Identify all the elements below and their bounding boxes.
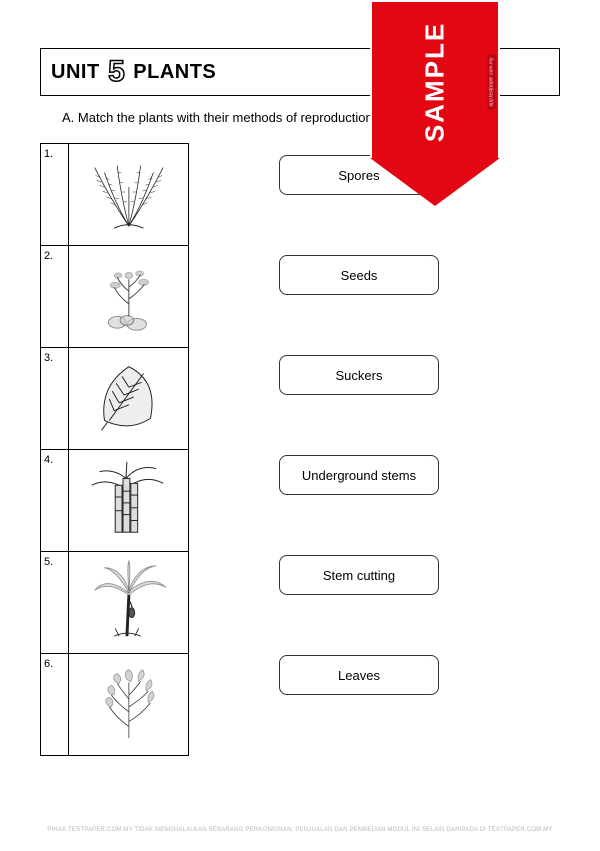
footer-disclaimer: PIHAK TESTPAPER.COM.MY TIDAK MENGHALALKA… <box>0 827 600 833</box>
table-row: 2. <box>41 246 189 348</box>
fern-icon <box>80 148 178 236</box>
plants-table: 1. <box>40 143 189 756</box>
sugarcane-icon <box>80 454 178 542</box>
method-box: Leaves <box>279 655 439 695</box>
leaf-icon <box>80 352 178 440</box>
unit-label: UNIT <box>51 61 100 84</box>
ribbon-point <box>370 158 500 206</box>
potato-plant-icon <box>80 250 178 338</box>
row-number: 4. <box>41 450 69 552</box>
plant-image-sugarcane <box>69 450 189 552</box>
methods-column: Spores Seeds Suckers Underground stems S… <box>279 143 439 756</box>
row-number: 3. <box>41 348 69 450</box>
worksheet-page: UNIT 5 PLANTS A. Match the plants with t… <box>0 0 600 776</box>
ribbon-subtext: app.testpaper.com.my <box>488 54 496 109</box>
plant-image-begonia <box>69 654 189 756</box>
ribbon-text: SAMPLE <box>420 22 451 142</box>
ribbon-body: SAMPLE app.testpaper.com.my <box>370 0 500 160</box>
table-row: 3. <box>41 348 189 450</box>
row-number: 1. <box>41 144 69 246</box>
table-row: 1. <box>41 144 189 246</box>
table-row: 5. <box>41 552 189 654</box>
table-row: 6. <box>41 654 189 756</box>
row-number: 6. <box>41 654 69 756</box>
unit-number: 5 <box>108 55 125 89</box>
matching-content: 1. <box>40 143 560 756</box>
method-box: Seeds <box>279 255 439 295</box>
begonia-icon <box>80 658 178 746</box>
sample-watermark: SAMPLE app.testpaper.com.my <box>370 0 500 210</box>
row-number: 5. <box>41 552 69 654</box>
table-row: 4. <box>41 450 189 552</box>
plant-image-leaf <box>69 348 189 450</box>
method-box: Stem cutting <box>279 555 439 595</box>
method-box: Underground stems <box>279 455 439 495</box>
banana-tree-icon <box>80 556 178 644</box>
row-number: 2. <box>41 246 69 348</box>
plant-image-potato <box>69 246 189 348</box>
plant-image-banana <box>69 552 189 654</box>
unit-topic: PLANTS <box>133 61 216 84</box>
plant-image-fern <box>69 144 189 246</box>
method-box: Suckers <box>279 355 439 395</box>
